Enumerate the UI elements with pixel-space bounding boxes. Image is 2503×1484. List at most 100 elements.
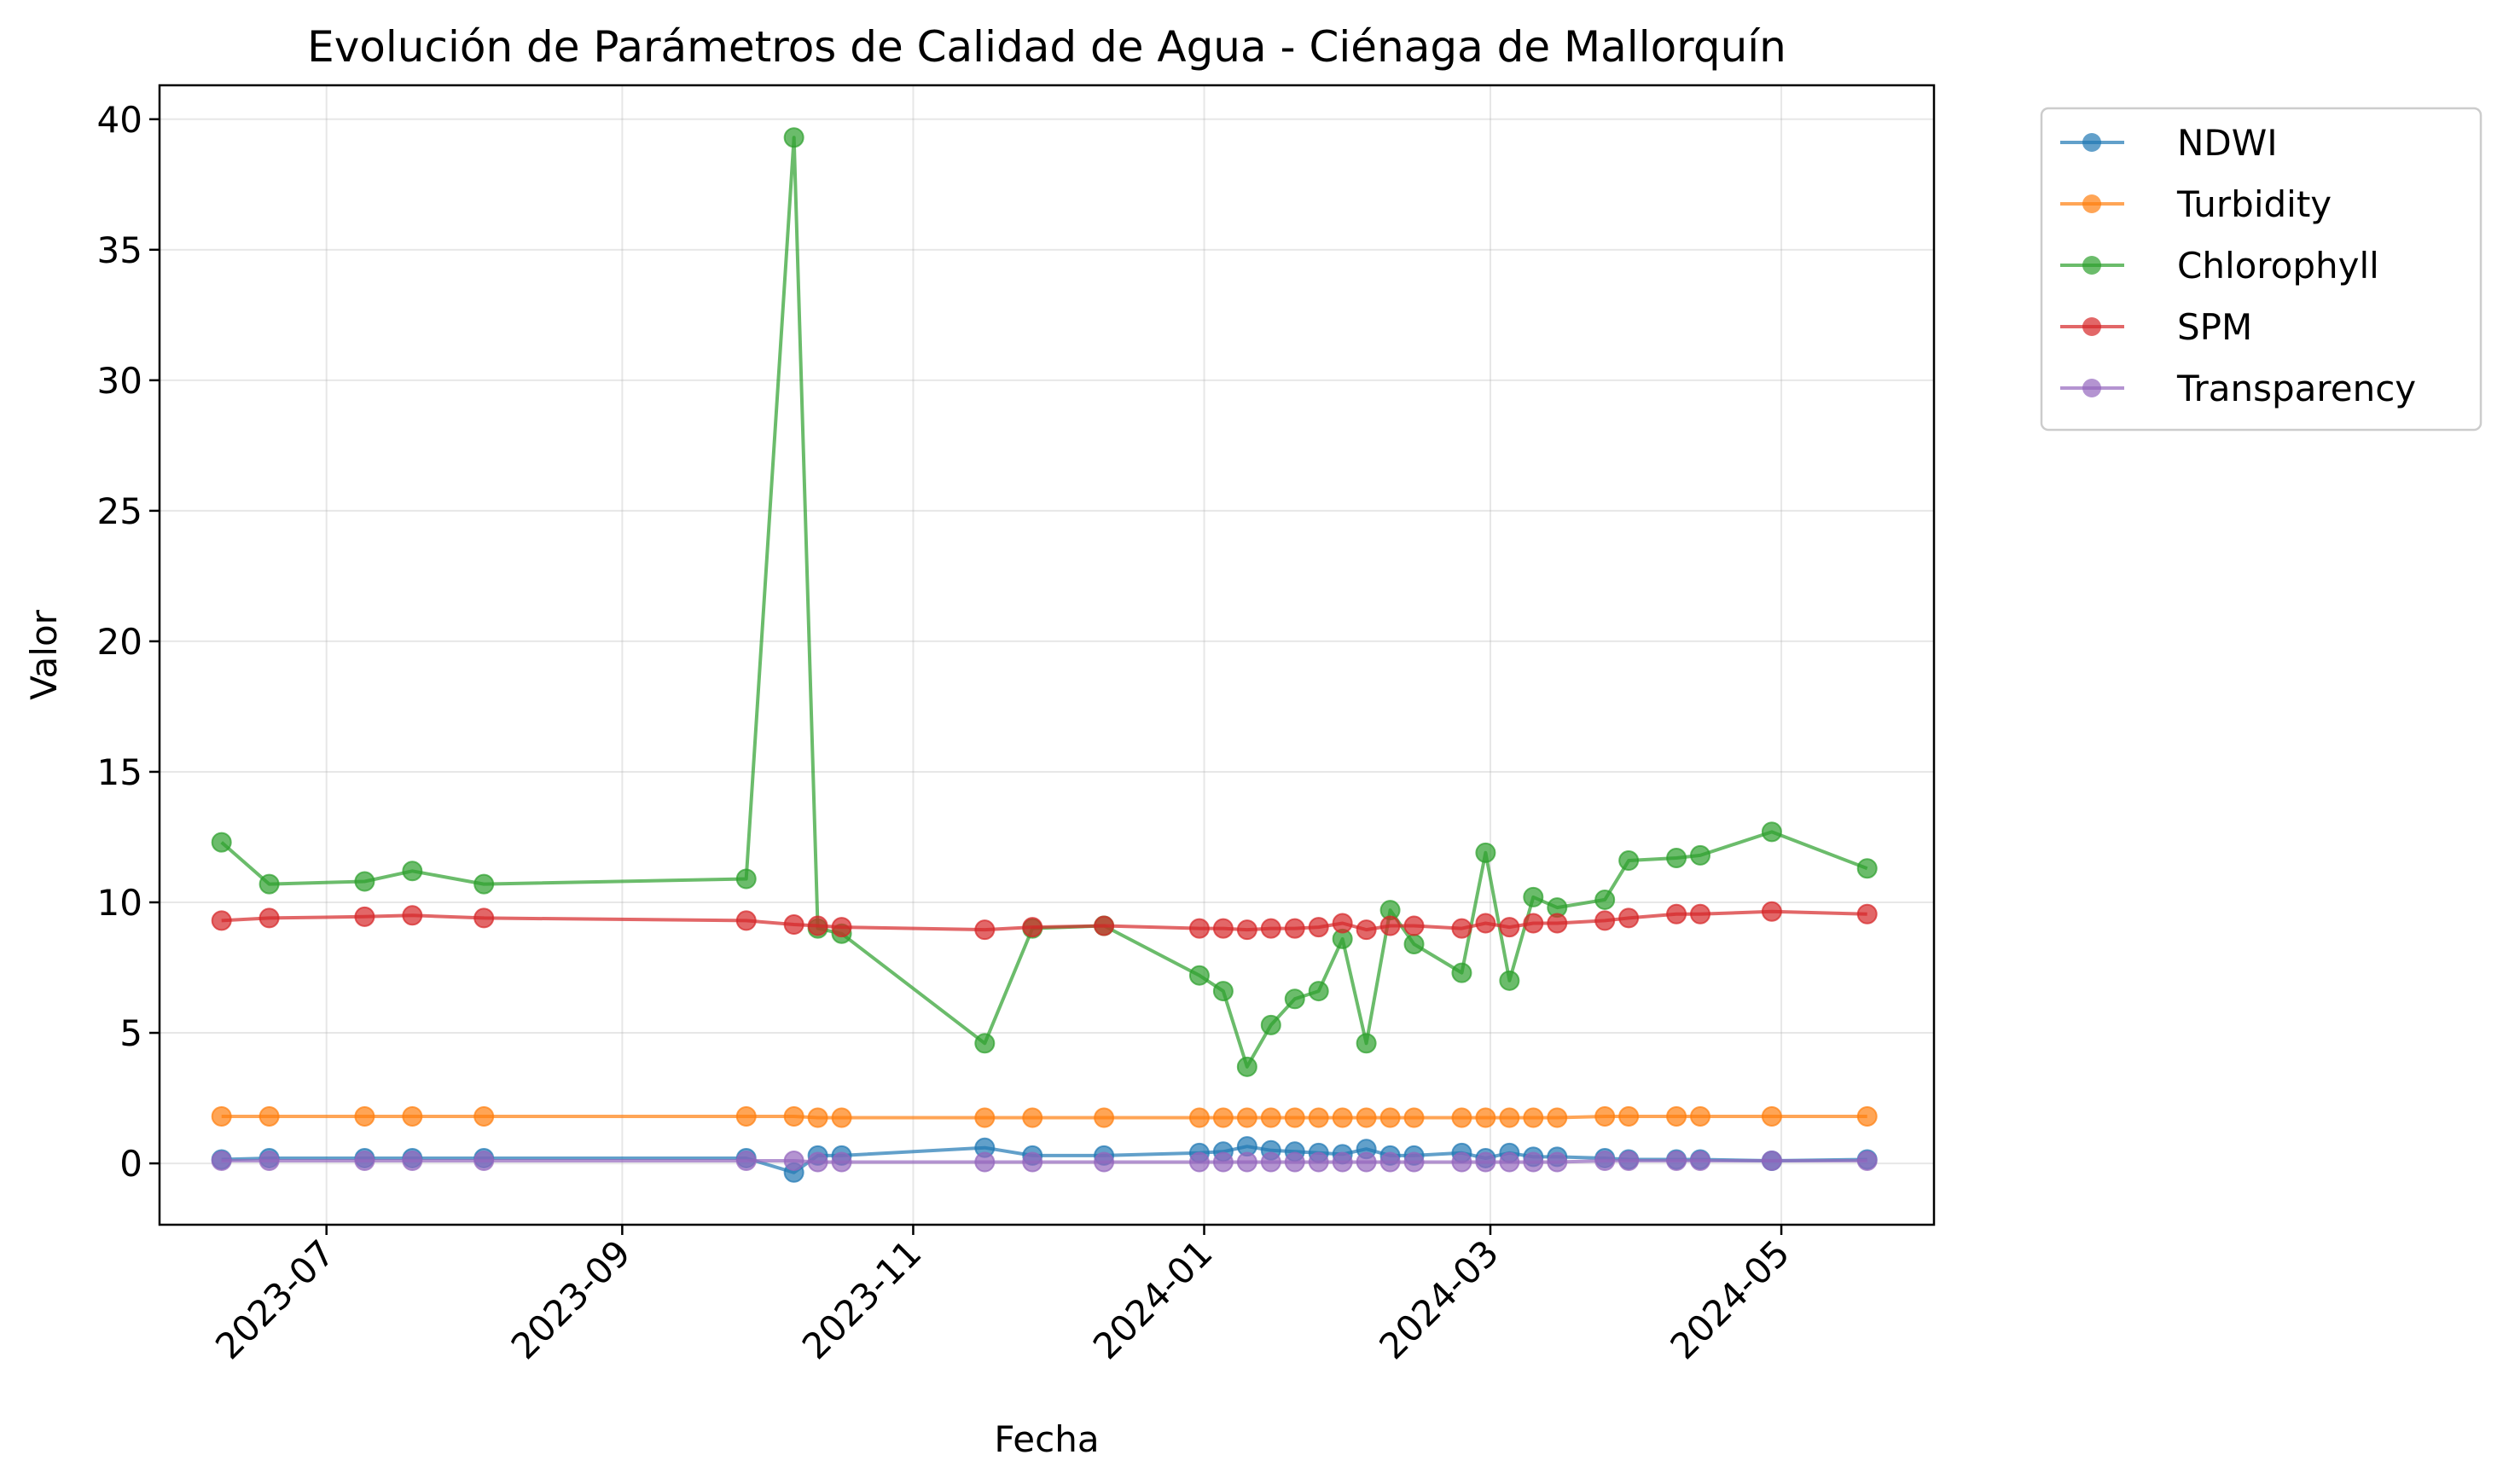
data-point-spm — [783, 914, 804, 936]
data-point-turbidity — [1451, 1107, 1472, 1128]
data-point-transparency — [807, 1151, 828, 1173]
data-point-chlorophyll — [1523, 886, 1544, 907]
data-point-transparency — [1666, 1151, 1687, 1172]
data-point-spm — [258, 907, 280, 929]
data-point-transparency — [1308, 1151, 1329, 1173]
data-point-turbidity — [1475, 1107, 1496, 1128]
data-point-transparency — [735, 1151, 757, 1172]
y-axis-label: Valor — [23, 609, 65, 700]
data-point-transparency — [1451, 1151, 1472, 1173]
data-point-transparency — [974, 1151, 996, 1173]
data-point-turbidity — [1260, 1107, 1281, 1128]
data-point-spm — [1236, 919, 1257, 941]
legend-label-chlorophyll: Chlorophyll — [2177, 245, 2379, 287]
data-point-turbidity — [1856, 1105, 1878, 1127]
data-point-spm — [1666, 903, 1687, 925]
data-point-spm — [354, 906, 375, 927]
series-spm — [211, 901, 1878, 941]
data-point-transparency — [473, 1151, 495, 1172]
data-point-spm — [974, 919, 996, 941]
y-tick-label: 25 — [97, 490, 142, 532]
data-point-transparency — [211, 1151, 232, 1172]
data-point-transparency — [258, 1151, 280, 1172]
series-transparency — [211, 1151, 1878, 1173]
x-tick-label: 2023-09 — [503, 1232, 639, 1367]
x-tick-label: 2024-05 — [1662, 1232, 1797, 1367]
data-point-transparency — [1022, 1151, 1043, 1173]
x-tick-label: 2024-03 — [1371, 1232, 1507, 1367]
data-point-spm — [735, 910, 757, 931]
series-chlorophyll — [211, 127, 1878, 1077]
data-point-transparency — [783, 1151, 804, 1172]
data-point-transparency — [1690, 1151, 1711, 1172]
data-point-turbidity — [1332, 1107, 1353, 1128]
data-point-chlorophyll — [1761, 821, 1782, 843]
x-tick-label: 2023-11 — [794, 1232, 930, 1367]
data-point-spm — [831, 917, 852, 938]
data-point-turbidity — [1499, 1107, 1520, 1128]
data-point-transparency — [831, 1151, 852, 1173]
plot-frame — [158, 84, 1936, 1226]
data-point-spm — [1618, 907, 1640, 929]
data-point-turbidity — [1618, 1105, 1640, 1127]
y-tick-label: 15 — [97, 751, 142, 793]
data-point-spm — [1523, 913, 1544, 934]
data-point-chlorophyll — [1236, 1056, 1257, 1077]
data-point-spm — [1332, 913, 1353, 934]
data-point-turbidity — [1356, 1107, 1377, 1128]
data-point-spm — [1284, 918, 1305, 939]
data-point-turbidity — [1403, 1107, 1425, 1128]
data-point-transparency — [1523, 1151, 1544, 1173]
legend-marker-transparency — [2082, 379, 2101, 397]
data-point-chlorophyll — [1212, 981, 1234, 1002]
data-point-chlorophyll — [1188, 965, 1210, 986]
data-point-transparency — [354, 1151, 375, 1172]
data-point-chlorophyll — [974, 1033, 996, 1054]
data-point-turbidity — [974, 1107, 996, 1128]
grid — [160, 85, 1934, 1225]
data-point-chlorophyll — [1403, 933, 1425, 954]
data-point-chlorophyll — [1666, 847, 1687, 868]
data-point-chlorophyll — [735, 868, 757, 890]
x-axis: 2023-07 2023-09 2023-11 2024-01 2024-03 2024-… — [207, 1225, 1797, 1367]
data-point-transparency — [1499, 1151, 1520, 1173]
legend: NDWI Turbidity Chlorophyll SPM Transparency — [2040, 107, 2483, 432]
data-point-transparency — [1094, 1151, 1115, 1173]
data-point-chlorophyll — [1594, 889, 1616, 910]
x-tick-label: 2023-07 — [207, 1232, 343, 1367]
data-point-spm — [1594, 910, 1616, 931]
data-point-spm — [1451, 918, 1472, 939]
data-point-turbidity — [473, 1105, 495, 1127]
data-point-turbidity — [1236, 1107, 1257, 1128]
legend-marker-ndwi — [2082, 133, 2101, 152]
data-point-chlorophyll — [473, 873, 495, 895]
data-point-turbidity — [783, 1105, 804, 1127]
data-point-transparency — [1356, 1151, 1377, 1173]
data-point-spm — [1094, 915, 1115, 936]
y-tick-label: 0 — [119, 1143, 142, 1185]
data-point-turbidity — [735, 1105, 757, 1127]
data-point-turbidity — [258, 1105, 280, 1127]
data-point-chlorophyll — [1451, 962, 1472, 983]
y-tick-label: 30 — [97, 360, 142, 402]
y-tick-label: 40 — [97, 99, 142, 141]
data-point-transparency — [1547, 1151, 1568, 1173]
data-point-turbidity — [831, 1107, 852, 1128]
data-point-turbidity — [1547, 1107, 1568, 1128]
data-point-transparency — [1618, 1151, 1640, 1172]
x-axis-label: Fecha — [994, 1418, 1099, 1460]
data-point-turbidity — [1188, 1107, 1210, 1128]
data-point-spm — [1212, 918, 1234, 939]
data-point-chlorophyll — [1618, 850, 1640, 872]
data-point-turbidity — [354, 1105, 375, 1127]
data-point-chlorophyll — [1690, 844, 1711, 866]
data-point-spm — [1379, 915, 1401, 936]
data-point-turbidity — [1379, 1107, 1401, 1128]
data-point-spm — [1260, 918, 1281, 939]
data-point-spm — [1856, 903, 1878, 925]
data-point-turbidity — [1690, 1105, 1711, 1127]
legend-marker-turbidity — [2082, 194, 2101, 213]
data-point-turbidity — [1022, 1107, 1043, 1128]
data-point-transparency — [1403, 1151, 1425, 1173]
